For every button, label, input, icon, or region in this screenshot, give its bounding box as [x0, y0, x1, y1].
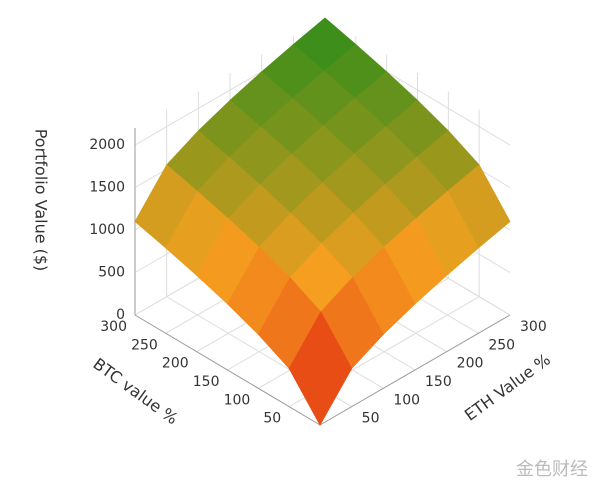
z-tick-label: 2000 [89, 137, 125, 153]
y-tick-label: 150 [425, 374, 452, 390]
z-tick-label: 500 [98, 265, 125, 281]
x-tick-label: 100 [224, 392, 251, 408]
watermark: 金色财经 [516, 459, 588, 480]
x-axis [134, 314, 321, 426]
z-tick-label: 0 [116, 307, 125, 323]
y-tick-label: 200 [457, 356, 484, 372]
x-tick-label: 250 [131, 337, 158, 353]
y-tick-label: 300 [520, 319, 547, 335]
x-tick-label: 150 [193, 374, 220, 390]
z-tick-label: 1500 [89, 180, 125, 196]
y-tick-label: 250 [488, 337, 515, 353]
x-tick-label: 50 [263, 411, 281, 427]
surface-patch [288, 311, 353, 426]
y-tick-label: 100 [393, 392, 420, 408]
z-axis-label: Portfolio Value ($) [32, 129, 51, 272]
y-tick-label: 50 [362, 411, 380, 427]
x-tick-label: 200 [162, 356, 189, 372]
z-tick-label: 1000 [89, 222, 125, 238]
y-axis [319, 314, 511, 426]
x-tick-label: 300 [100, 319, 127, 335]
